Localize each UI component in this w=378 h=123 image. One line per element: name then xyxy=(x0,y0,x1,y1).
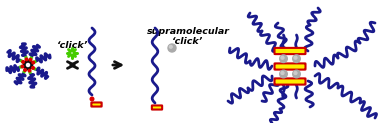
Circle shape xyxy=(21,65,24,68)
FancyBboxPatch shape xyxy=(274,48,305,54)
FancyBboxPatch shape xyxy=(274,63,305,70)
FancyBboxPatch shape xyxy=(274,78,305,85)
Circle shape xyxy=(24,69,26,71)
Circle shape xyxy=(70,51,74,55)
Circle shape xyxy=(280,55,287,62)
Circle shape xyxy=(293,70,300,78)
Circle shape xyxy=(168,44,176,52)
Circle shape xyxy=(24,61,32,69)
Circle shape xyxy=(29,58,32,61)
Text: supramolecular
‘click’: supramolecular ‘click’ xyxy=(147,27,229,46)
Circle shape xyxy=(32,67,34,69)
Circle shape xyxy=(22,61,25,63)
Circle shape xyxy=(90,97,94,101)
Circle shape xyxy=(293,55,300,62)
FancyBboxPatch shape xyxy=(152,105,162,110)
Circle shape xyxy=(25,58,28,61)
Circle shape xyxy=(294,56,297,59)
Circle shape xyxy=(281,72,284,74)
Text: ‘click’: ‘click’ xyxy=(57,41,88,50)
Circle shape xyxy=(28,69,31,72)
Circle shape xyxy=(294,72,297,74)
Circle shape xyxy=(169,45,172,48)
Circle shape xyxy=(32,61,34,64)
FancyBboxPatch shape xyxy=(91,102,102,107)
Circle shape xyxy=(280,70,287,78)
Circle shape xyxy=(281,56,284,59)
